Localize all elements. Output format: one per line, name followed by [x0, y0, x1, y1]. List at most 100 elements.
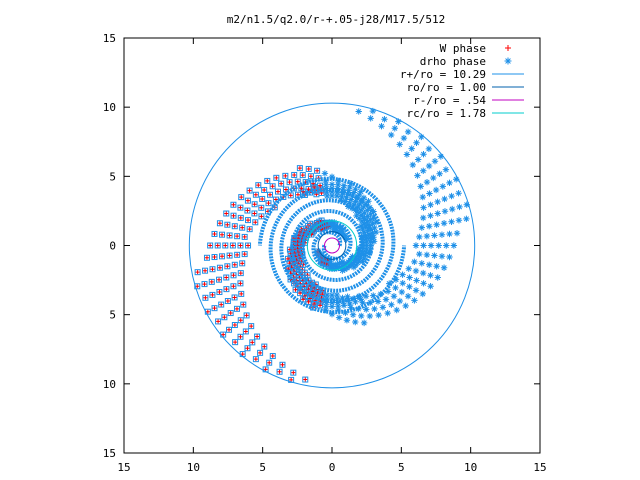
drho-phase-point: [328, 310, 336, 318]
w-phase-point: [306, 287, 311, 292]
drho-phase-point: [441, 208, 449, 215]
drho-phase-point: [358, 251, 365, 258]
drho-phase-point: [452, 176, 460, 183]
y-tick-label: 5: [109, 309, 116, 322]
drho-phase-point: [362, 252, 369, 259]
w-phase-point: [300, 173, 305, 178]
drho-phase-point: [258, 213, 265, 220]
drho-phase-point: [425, 145, 433, 153]
w-phase-point: [230, 243, 235, 248]
drho-phase-point: [366, 234, 373, 242]
drho-phase-point: [336, 224, 343, 231]
drho-phase-point: [352, 185, 359, 193]
w-phase-point: [308, 174, 313, 179]
drho-phase-point: [265, 200, 272, 207]
drho-phase-point: [311, 300, 318, 307]
drho-phase-point: [395, 118, 402, 125]
drho-phase-point: [441, 195, 448, 203]
drho-phase-point: [231, 322, 238, 329]
drho-phase-point: [322, 303, 330, 310]
drho-phase-point: [233, 305, 240, 312]
w-phase-point: [246, 243, 251, 248]
drho-phase-point: [427, 212, 434, 219]
drho-phase-point: [358, 217, 365, 225]
w-phase-point: [235, 234, 240, 239]
w-phase-point: [297, 230, 302, 235]
drho-phase-point: [412, 242, 420, 249]
drho-phase-point: [393, 306, 400, 314]
w-phase-point: [238, 271, 243, 276]
w-phase-point: [203, 295, 208, 300]
drho-phase-point: [358, 206, 365, 214]
drho-phase-point: [323, 291, 331, 299]
drho-phase-point: [450, 242, 458, 249]
drho-phase-point: [398, 288, 406, 296]
w-phase-point: [298, 291, 303, 296]
drho-phase-point: [243, 312, 250, 319]
drho-phase-point: [396, 141, 403, 148]
w-phase-point: [222, 315, 227, 320]
w-phase-point: [252, 211, 257, 216]
drho-phase-point: [434, 274, 441, 281]
drho-phase-point: [367, 216, 374, 224]
drho-phase-point: [209, 266, 216, 273]
drho-phase-point: [216, 289, 223, 296]
circle-rc-ro: [306, 220, 358, 271]
drho-phase-point: [426, 223, 433, 230]
circle-ro-ro: [317, 231, 347, 260]
drho-phase-point: [261, 343, 268, 350]
drho-phase-point: [423, 232, 431, 240]
drho-phase-point: [456, 203, 463, 211]
drho-phase-point: [359, 299, 366, 306]
drho-phase-point: [207, 242, 214, 249]
w-phase-point: [238, 334, 243, 339]
drho-phase-point: [244, 345, 251, 352]
w-phase-point: [217, 221, 222, 226]
drho-phase-point: [232, 339, 239, 346]
drho-phase-point: [246, 226, 253, 233]
drho-phase-point: [214, 242, 221, 249]
circle-r--ro: [324, 237, 340, 254]
drho-phase-point: [367, 210, 374, 218]
drho-phase-point: [237, 242, 244, 249]
w-phase-point: [215, 243, 220, 248]
w-phase-point: [256, 183, 261, 188]
w-phase-point: [205, 309, 210, 314]
drho-phase-point: [414, 156, 422, 163]
drho-phase-point: [291, 280, 298, 287]
drho-phase-point: [364, 227, 371, 235]
drho-phase-point: [431, 157, 439, 165]
drho-phase-point: [343, 194, 350, 202]
drho-phase-point: [357, 254, 364, 261]
w-phase-point: [217, 277, 222, 282]
drho-phase-point: [291, 171, 298, 178]
drho-phase-point: [418, 260, 425, 267]
w-phase-point: [239, 291, 244, 296]
drho-phase-point: [292, 286, 299, 293]
w-phase-point: [270, 184, 275, 189]
x-tick-label: 5: [259, 461, 266, 474]
drho-phase-point: [258, 204, 265, 211]
drho-phase-point: [384, 288, 392, 295]
w-phase-point: [306, 166, 311, 171]
drho-phase-point: [278, 180, 285, 187]
w-phase-point: [224, 275, 229, 280]
drho-phase-point: [299, 172, 306, 179]
drho-phase-point: [328, 184, 336, 192]
drho-phase-point: [352, 318, 359, 326]
w-phase-point: [238, 205, 243, 210]
x-tick-label: 15: [117, 461, 130, 474]
drho-phase-point: [355, 108, 362, 115]
drho-phase-point: [234, 233, 241, 240]
drho-phase-point: [420, 242, 427, 249]
drho-phase-point: [440, 264, 448, 271]
drho-phase-point: [343, 236, 350, 243]
w-phase-point: [283, 187, 288, 192]
drho-phase-point: [360, 194, 368, 202]
drho-phase-point: [378, 123, 385, 130]
drho-phase-point: [349, 311, 357, 319]
drho-phase-point: [404, 293, 412, 300]
drho-phase-point: [269, 353, 276, 360]
legend-marker-star: [504, 57, 512, 65]
